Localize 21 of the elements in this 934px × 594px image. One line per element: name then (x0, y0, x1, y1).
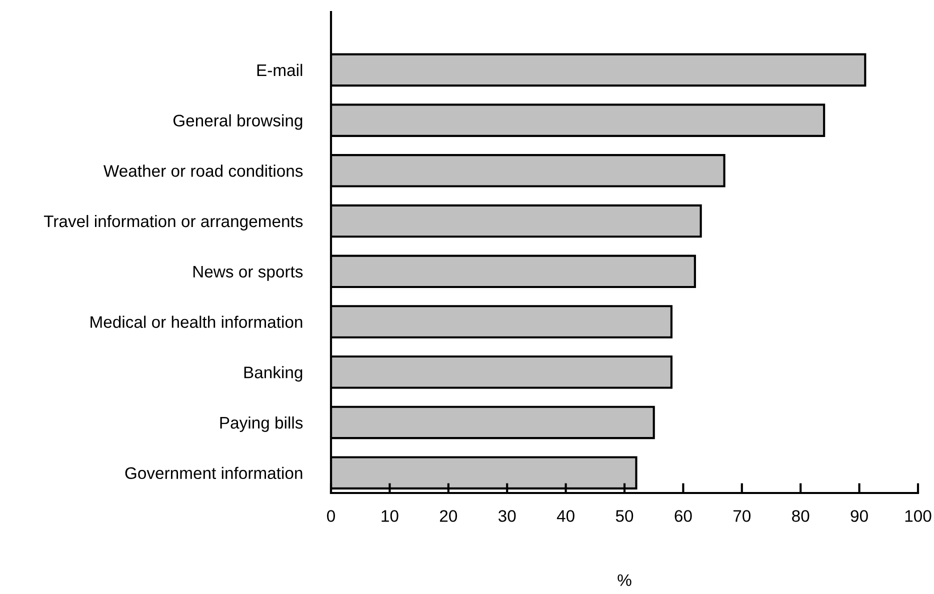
x-tick-label: 70 (733, 510, 751, 522)
y-tick-label: Banking (244, 366, 302, 382)
x-axis-title: % (618, 574, 632, 586)
y-tick-label: Medical or health information (90, 316, 302, 328)
x-tick-label: 0 (327, 510, 335, 522)
x-tick-label: 60 (674, 510, 692, 522)
y-tick-label: Paying bills (220, 416, 303, 432)
x-tick-label: 90 (850, 510, 868, 522)
x-tick-label: 30 (498, 510, 516, 522)
x-tick-label: 10 (382, 510, 398, 522)
x-tick-label: 100 (905, 510, 932, 522)
y-tick-label: E-mail (257, 64, 302, 76)
x-tick-label: 50 (616, 510, 634, 522)
y-tick-label: Travel information or arrangements (44, 214, 303, 231)
x-tick-label: 40 (556, 510, 574, 522)
y-tick-label: News or sports (193, 266, 303, 281)
x-tick-label: 80 (792, 510, 810, 522)
y-tick-label: General browsing (173, 114, 302, 130)
y-tick-label: Weather or road conditions (103, 164, 303, 177)
y-tick-label: Government information (125, 466, 302, 480)
x-tick-label: 20 (440, 510, 458, 522)
